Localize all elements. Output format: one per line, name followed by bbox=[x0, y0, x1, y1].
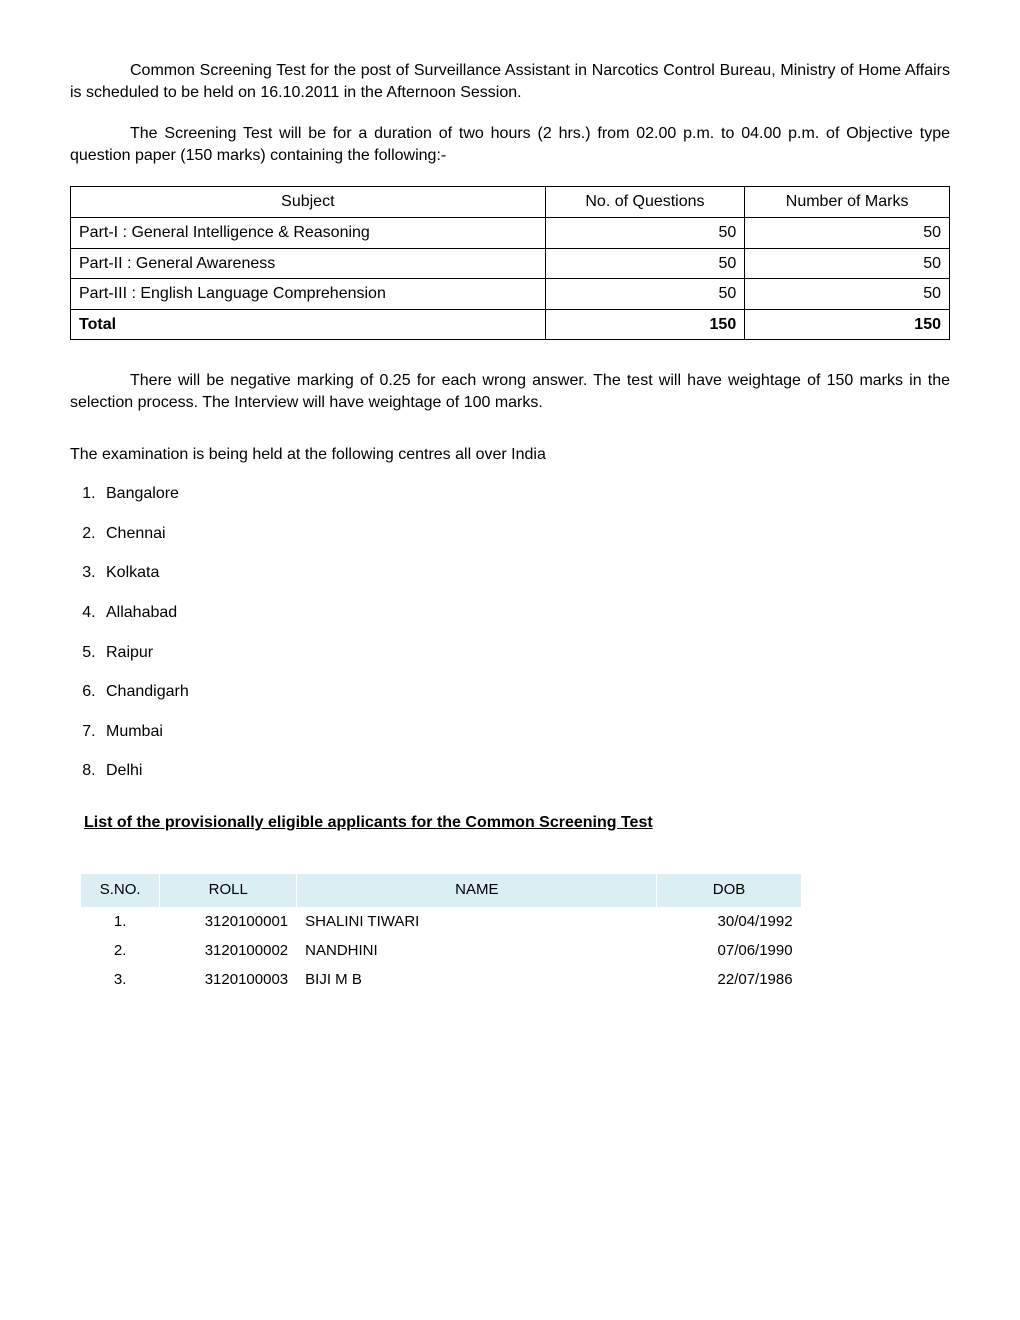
centres-intro: The examination is being held at the fol… bbox=[70, 444, 950, 466]
name-cell: SHALINI TIWARI bbox=[297, 907, 657, 936]
col-name-header: NAME bbox=[297, 874, 657, 907]
intro-paragraph-3: There will be negative marking of 0.25 f… bbox=[70, 370, 950, 413]
table-row: 1. 3120100001 SHALINI TIWARI 30/04/1992 bbox=[81, 907, 802, 936]
marks-cell: 50 bbox=[745, 217, 950, 248]
list-item: Allahabad bbox=[100, 602, 950, 624]
dob-cell: 07/06/1990 bbox=[657, 936, 801, 965]
col-roll-header: ROLL bbox=[160, 874, 297, 907]
subject-table: Subject No. of Questions Number of Marks… bbox=[70, 186, 950, 340]
list-item: Chennai bbox=[100, 523, 950, 545]
table-row: Part-I : General Intelligence & Reasonin… bbox=[71, 217, 950, 248]
questions-cell: 50 bbox=[545, 217, 745, 248]
intro-paragraph-2: The Screening Test will be for a duratio… bbox=[70, 123, 950, 166]
list-item: Raipur bbox=[100, 642, 950, 664]
subject-cell: Part-I : General Intelligence & Reasonin… bbox=[71, 217, 546, 248]
list-item: Bangalore bbox=[100, 483, 950, 505]
table-row: Part-III : English Language Comprehensio… bbox=[71, 279, 950, 310]
name-cell: NANDHINI bbox=[297, 936, 657, 965]
roll-cell: 3120100001 bbox=[160, 907, 297, 936]
col-dob-header: DOB bbox=[657, 874, 801, 907]
table-header-row: Subject No. of Questions Number of Marks bbox=[71, 187, 950, 218]
roll-cell: 3120100002 bbox=[160, 936, 297, 965]
dob-cell: 22/07/1986 bbox=[657, 966, 801, 995]
eligible-heading: List of the provisionally eligible appli… bbox=[84, 812, 950, 834]
dob-cell: 30/04/1992 bbox=[657, 907, 801, 936]
table-row: 2. 3120100002 NANDHINI 07/06/1990 bbox=[81, 936, 802, 965]
list-item: Chandigarh bbox=[100, 681, 950, 703]
sno-cell: 3. bbox=[81, 966, 160, 995]
centres-list: Bangalore Chennai Kolkata Allahabad Raip… bbox=[100, 483, 950, 782]
table-total-row: Total 150 150 bbox=[71, 309, 950, 340]
marks-cell: 50 bbox=[745, 248, 950, 279]
intro-paragraph-1: Common Screening Test for the post of Su… bbox=[70, 60, 950, 103]
subject-cell: Part-III : English Language Comprehensio… bbox=[71, 279, 546, 310]
col-questions-header: No. of Questions bbox=[545, 187, 745, 218]
total-label: Total bbox=[71, 309, 546, 340]
table-row: 3. 3120100003 BIJI M B 22/07/1986 bbox=[81, 966, 802, 995]
sno-cell: 2. bbox=[81, 936, 160, 965]
table-row: Part-II : General Awareness 50 50 bbox=[71, 248, 950, 279]
questions-cell: 50 bbox=[545, 279, 745, 310]
list-item: Kolkata bbox=[100, 562, 950, 584]
col-sno-header: S.NO. bbox=[81, 874, 160, 907]
col-marks-header: Number of Marks bbox=[745, 187, 950, 218]
list-item: Mumbai bbox=[100, 721, 950, 743]
applicants-table: S.NO. ROLL NAME DOB 1. 3120100001 SHALIN… bbox=[80, 873, 802, 995]
table-header-row: S.NO. ROLL NAME DOB bbox=[81, 874, 802, 907]
sno-cell: 1. bbox=[81, 907, 160, 936]
subject-cell: Part-II : General Awareness bbox=[71, 248, 546, 279]
roll-cell: 3120100003 bbox=[160, 966, 297, 995]
col-subject-header: Subject bbox=[71, 187, 546, 218]
list-item: Delhi bbox=[100, 760, 950, 782]
total-questions: 150 bbox=[545, 309, 745, 340]
marks-cell: 50 bbox=[745, 279, 950, 310]
name-cell: BIJI M B bbox=[297, 966, 657, 995]
total-marks: 150 bbox=[745, 309, 950, 340]
questions-cell: 50 bbox=[545, 248, 745, 279]
